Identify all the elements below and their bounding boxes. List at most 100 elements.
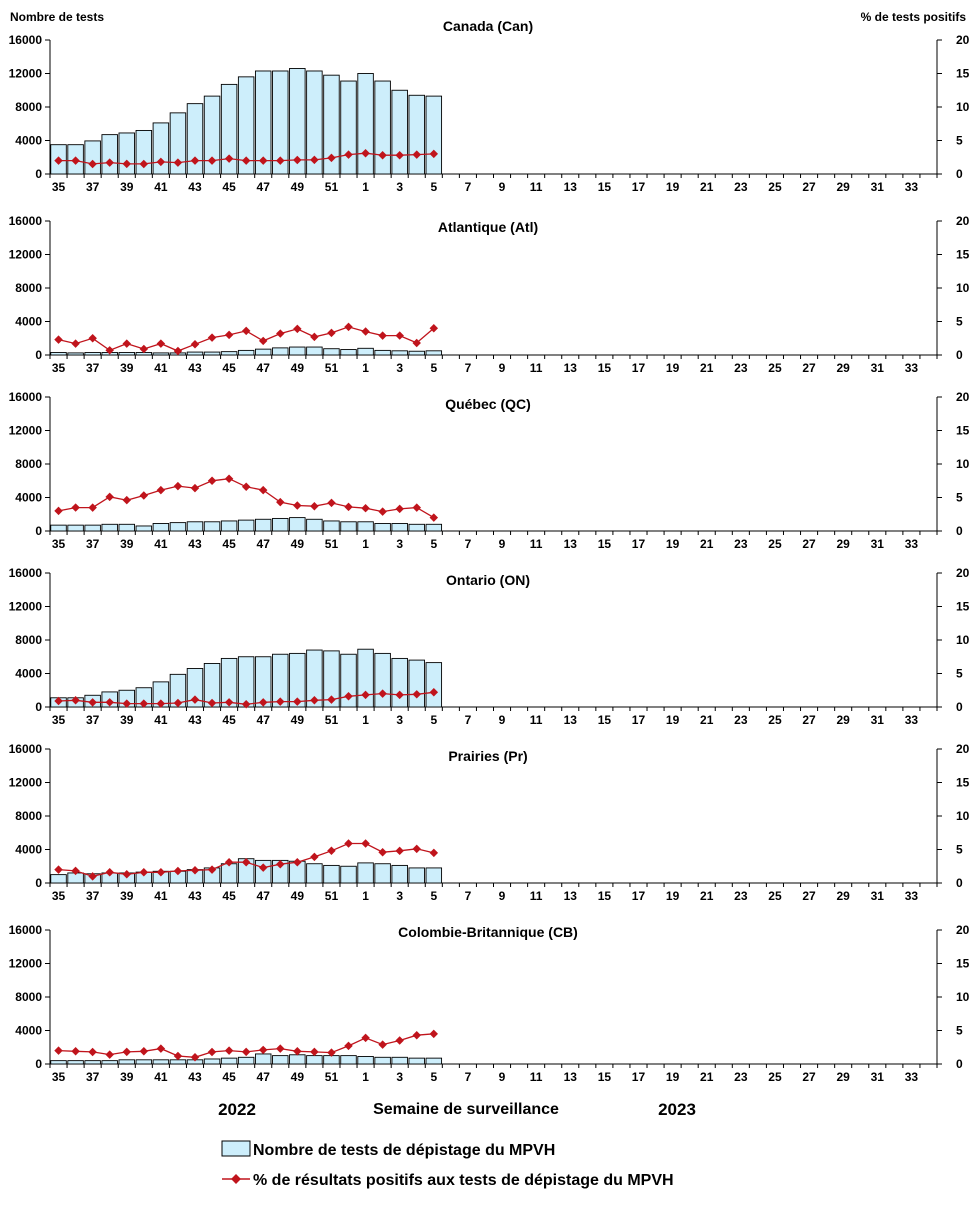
x-tick-label: 39 xyxy=(120,1070,134,1084)
positivity-point-week-52 xyxy=(344,839,353,848)
panel-prairies-pr: Prairies (Pr)040008000120001600005101520… xyxy=(9,742,970,903)
bar-week-5 xyxy=(425,523,443,532)
positivity-point-week-43 xyxy=(190,340,200,349)
left-tick-label: 4000 xyxy=(15,843,42,857)
x-tick-label: 45 xyxy=(222,537,236,551)
positivity-point-week-43 xyxy=(190,483,200,493)
bar-week-39 xyxy=(118,1059,135,1065)
x-tick-label: 19 xyxy=(666,180,680,194)
bar-week-46 xyxy=(237,1056,255,1065)
right-tick-label: 10 xyxy=(956,100,970,114)
x-tick-label: 49 xyxy=(291,361,305,375)
left-tick-label: 12000 xyxy=(9,67,43,81)
legend-line-label: % de résultats positifs aux tests de dép… xyxy=(253,1172,674,1189)
x-tick-label: 11 xyxy=(530,713,543,727)
x-tick-label: 11 xyxy=(530,361,543,375)
x-tick-label: 13 xyxy=(564,1070,578,1084)
x-tick-label: 47 xyxy=(257,889,271,903)
right-tick-label: 20 xyxy=(956,214,970,228)
bar-week-42 xyxy=(169,522,187,532)
x-tick-label: 49 xyxy=(291,180,305,194)
bar-week-2 xyxy=(374,1056,391,1065)
right-tick-label: 0 xyxy=(956,1057,963,1071)
x-tick-label: 35 xyxy=(52,713,66,727)
bar-week-45 xyxy=(220,83,238,175)
bar-week-51 xyxy=(323,348,340,356)
x-tick-label: 3 xyxy=(396,180,403,194)
x-tick-label: 21 xyxy=(700,713,714,727)
x-tick-label: 31 xyxy=(871,537,885,551)
x-tick-label: 13 xyxy=(564,180,578,194)
x-tick-label: 27 xyxy=(802,1070,816,1084)
positivity-point-week-42 xyxy=(173,158,183,167)
x-tick-label: 51 xyxy=(325,889,339,903)
left-tick-label: 0 xyxy=(35,1057,42,1071)
x-tick-label: 13 xyxy=(564,537,578,551)
positivity-point-week-51 xyxy=(327,328,336,338)
positivity-point-week-2 xyxy=(378,689,387,698)
bar-week-52 xyxy=(340,80,357,175)
right-tick-label: 5 xyxy=(956,491,963,505)
bar-week-45 xyxy=(220,1057,238,1065)
x-tick-label: 11 xyxy=(530,537,543,551)
right-tick-label: 10 xyxy=(956,633,970,647)
x-tick-label: 39 xyxy=(120,889,134,903)
positivity-point-week-48 xyxy=(276,329,285,338)
positivity-point-week-5 xyxy=(429,149,439,159)
x-tick-label: 9 xyxy=(499,1070,506,1084)
x-tick-label: 23 xyxy=(734,361,748,375)
x-tick-label: 41 xyxy=(154,180,168,194)
right-tick-label: 20 xyxy=(956,390,970,404)
positivity-point-week-49 xyxy=(293,697,302,706)
panel-quebec-qc: Québec (QC)04000800012000160000510152035… xyxy=(9,390,970,551)
x-tick-label: 1 xyxy=(362,1070,369,1084)
bar-week-52 xyxy=(340,349,357,356)
positivity-point-week-51 xyxy=(327,153,336,163)
bar-week-52 xyxy=(340,653,357,708)
x-tick-label: 45 xyxy=(222,713,236,727)
positivity-point-week-4 xyxy=(412,338,421,348)
x-tick-label: 15 xyxy=(598,180,612,194)
x-tick-label: 7 xyxy=(465,180,472,194)
bar-week-48 xyxy=(272,70,289,175)
positivity-point-week-46 xyxy=(241,700,251,709)
bar-week-48 xyxy=(272,347,289,356)
bar-week-35 xyxy=(50,524,67,532)
positivity-point-week-3 xyxy=(395,1036,404,1045)
positivity-point-week-2 xyxy=(378,507,387,516)
x-tick-label: 9 xyxy=(499,180,506,194)
right-tick-label: 0 xyxy=(956,700,963,714)
positivity-point-week-46 xyxy=(241,482,251,492)
positivity-point-week-44 xyxy=(207,333,217,342)
x-tick-label: 39 xyxy=(120,361,134,375)
x-tick-label: 31 xyxy=(871,180,885,194)
positivity-point-week-2 xyxy=(378,331,387,340)
right-tick-label: 20 xyxy=(956,33,970,47)
right-tick-label: 10 xyxy=(956,990,970,1004)
left-tick-label: 16000 xyxy=(9,214,43,228)
positivity-point-week-40 xyxy=(139,344,149,354)
positivity-point-week-45 xyxy=(224,1046,234,1055)
positivity-point-week-1 xyxy=(361,327,370,336)
positivity-point-week-40 xyxy=(139,1047,149,1056)
bar-week-38 xyxy=(101,523,118,532)
left-tick-label: 0 xyxy=(35,700,42,714)
x-tick-label: 51 xyxy=(325,537,339,551)
positivity-point-week-1 xyxy=(361,839,370,848)
x-tick-label: 39 xyxy=(120,537,134,551)
x-tick-label: 17 xyxy=(632,1070,646,1084)
positivity-point-week-44 xyxy=(207,156,217,165)
x-tick-label: 25 xyxy=(768,537,782,551)
x-tick-label: 35 xyxy=(52,361,66,375)
positivity-point-week-40 xyxy=(139,868,149,877)
x-tick-label: 15 xyxy=(598,713,612,727)
x-tick-label: 43 xyxy=(188,180,202,194)
x-tick-label: 17 xyxy=(632,889,646,903)
x-tick-label: 35 xyxy=(52,537,66,551)
x-tick-label: 3 xyxy=(396,537,403,551)
x-tick-label: 47 xyxy=(257,1070,271,1084)
x-tick-label: 29 xyxy=(837,361,851,375)
x-tick-label: 15 xyxy=(598,889,612,903)
x-tick-label: 45 xyxy=(222,1070,236,1084)
